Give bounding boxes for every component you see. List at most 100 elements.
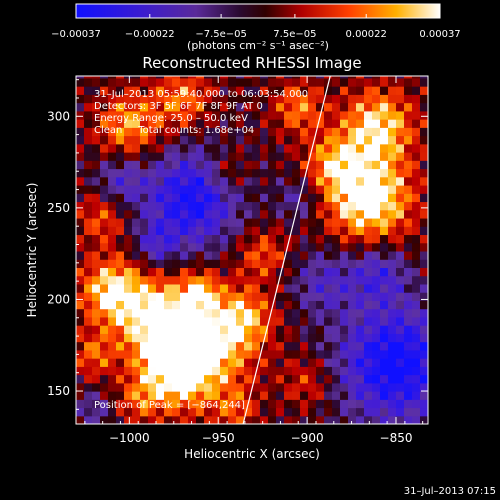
heatmap-cell (356, 102, 365, 112)
heatmap-cell (364, 226, 373, 236)
heatmap-cell (404, 242, 413, 252)
heatmap-cell (292, 333, 301, 343)
heatmap-cell (324, 217, 333, 227)
heatmap-cell (220, 382, 229, 392)
heatmap-cell (76, 374, 85, 384)
heatmap-cell (324, 325, 333, 334)
heatmap-cell (236, 135, 245, 145)
heatmap-cell (84, 374, 93, 384)
heatmap-cell (124, 201, 133, 211)
heatmap-cell (124, 391, 133, 400)
heatmap-cell (356, 226, 365, 236)
heatmap-cell (356, 283, 365, 293)
heatmap-cell (284, 250, 293, 260)
heatmap-cell (276, 119, 285, 128)
heatmap-cell (92, 341, 101, 351)
chart-title: Reconstructed RHESSI Image (142, 54, 361, 72)
heatmap-cell (164, 119, 173, 128)
heatmap-cell (404, 374, 413, 384)
heatmap-cell (300, 201, 309, 211)
heatmap-cell (324, 358, 333, 367)
heatmap-cell (284, 160, 293, 170)
heatmap-cell (116, 341, 125, 351)
heatmap-cell (252, 135, 261, 145)
heatmap-cell (108, 143, 117, 153)
heatmap-cell (364, 267, 373, 277)
heatmap-cell (372, 308, 381, 318)
heatmap-cell (308, 217, 317, 227)
heatmap-cell (172, 325, 181, 334)
heatmap-cell (404, 110, 413, 120)
heatmap-cell (172, 234, 181, 244)
heatmap-cell (252, 168, 261, 178)
colorbar-ticks: −0.00037 −0.00022 −7.5e−05 7.5e−05 0.00022 0.… (51, 14, 461, 40)
heatmap-cell (164, 160, 173, 170)
heatmap-cell (84, 193, 93, 203)
heatmap-cell (156, 267, 165, 277)
heatmap-cell (84, 283, 93, 293)
heatmap-cell (252, 333, 261, 343)
heatmap-cell (92, 399, 101, 409)
heatmap-cell (100, 143, 109, 153)
heatmap-cell (196, 119, 205, 128)
heatmap-cell (276, 325, 285, 334)
heatmap-cell (412, 127, 421, 137)
heatmap-cell (364, 119, 373, 128)
heatmap-cell (196, 217, 205, 227)
heatmap-cell (164, 283, 173, 293)
heatmap-cell (420, 209, 428, 219)
heatmap-cell (84, 176, 93, 186)
heatmap-cell (220, 316, 229, 326)
heatmap-cell (140, 283, 149, 293)
heatmap-cell (316, 316, 325, 326)
heatmap-cell (236, 234, 245, 244)
heatmap-cell (76, 292, 85, 301)
heatmap-cell (356, 300, 365, 310)
heatmap-cell (236, 193, 245, 203)
heatmap-cell (364, 308, 373, 318)
heatmap-cell (76, 176, 85, 186)
heatmap-cell (140, 201, 149, 211)
heatmap-cell (292, 358, 301, 367)
heatmap-cell (276, 242, 285, 252)
heatmap-cell (236, 300, 245, 310)
heatmap-cell (220, 209, 229, 219)
heatmap-cell (324, 226, 333, 236)
heatmap-cell (340, 325, 349, 334)
heatmap-cell (164, 325, 173, 334)
heatmap-cell (340, 143, 349, 153)
heatmap-cell (300, 374, 309, 384)
heatmap-cell (76, 250, 85, 260)
heatmap-cell (148, 316, 157, 326)
heatmap-cell (140, 110, 149, 120)
heatmap-cell (84, 94, 93, 104)
heatmap-cell (284, 259, 293, 268)
heatmap-cell (172, 283, 181, 293)
heatmap-cell (92, 160, 101, 170)
heatmap-cell (244, 316, 253, 326)
heatmap-cell (284, 283, 293, 293)
heatmap-cell (324, 374, 333, 384)
heatmap-cell (124, 184, 133, 194)
heatmap-cell (100, 86, 109, 95)
heatmap-cell (116, 184, 125, 194)
heatmap-cell (412, 77, 421, 87)
heatmap-cell (204, 76, 213, 79)
heatmap-cell (348, 176, 357, 186)
heatmap-cell (108, 242, 117, 252)
heatmap-cell (404, 209, 413, 219)
heatmap-cell (364, 201, 373, 211)
heatmap-cell (316, 217, 325, 227)
heatmap-cell (372, 349, 381, 359)
heatmap-cell (308, 300, 317, 310)
heatmap-cell (404, 366, 413, 376)
heatmap-cell (92, 184, 101, 194)
heatmap-cell (412, 267, 421, 277)
heatmap-cell (132, 382, 141, 392)
heatmap-cell (420, 143, 428, 153)
heatmap-cell (380, 250, 389, 260)
heatmap-cell (324, 250, 333, 260)
heatmap-cell (140, 160, 149, 170)
heatmap-cell (276, 160, 285, 170)
heatmap-cell (132, 143, 141, 153)
